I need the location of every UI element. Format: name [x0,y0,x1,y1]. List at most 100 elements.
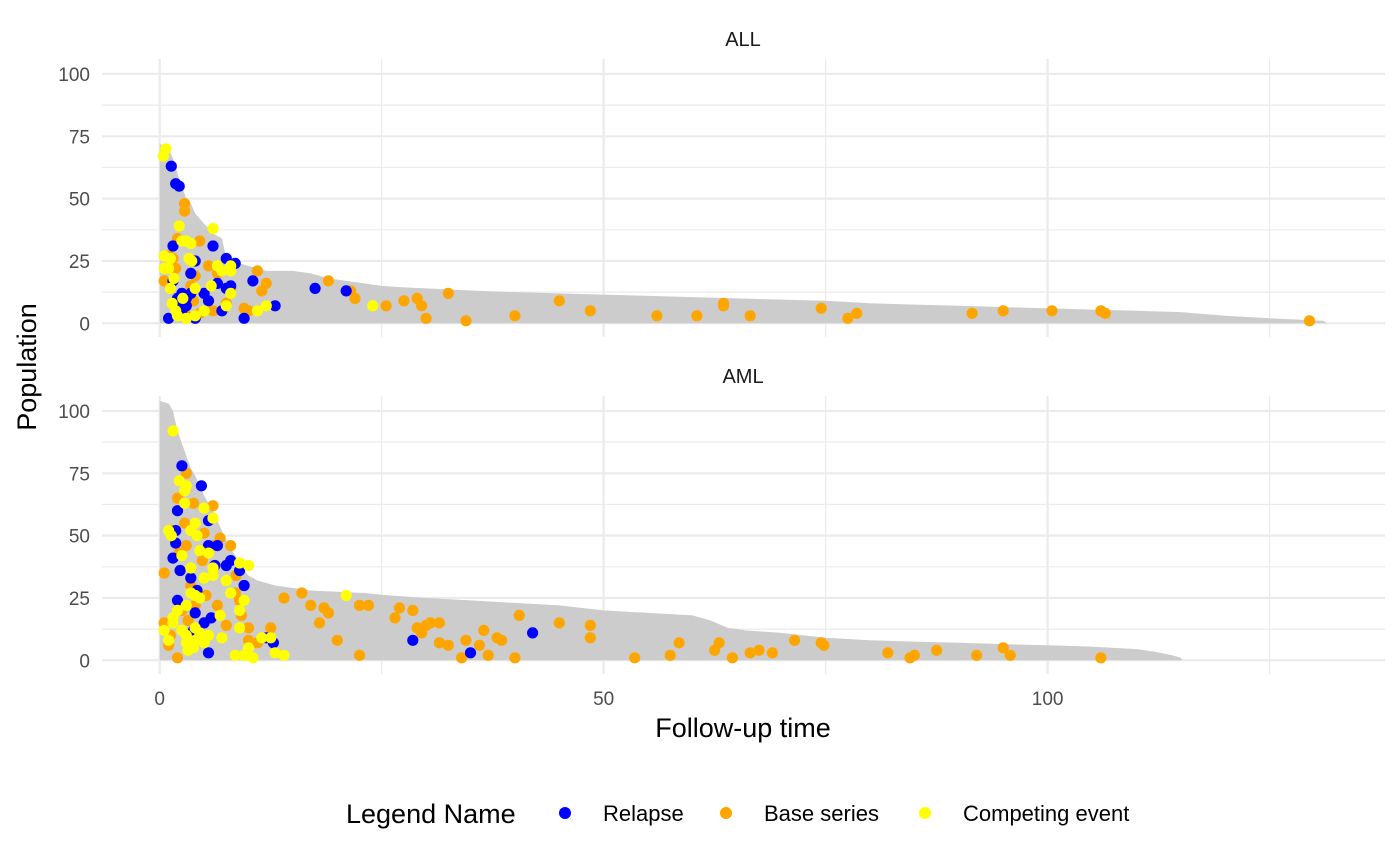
all-point-base-series [398,295,410,307]
aml-point-competing-event [167,425,179,437]
all-point-base-series [717,300,730,312]
aml-point-competing-event [165,530,177,542]
aml-point-base-series [971,649,983,661]
legend: Legend Name Relapse Base series Competin… [346,799,1129,829]
aml-point-competing-event [229,649,241,661]
aml-point-competing-event [247,652,259,664]
aml-point-base-series [629,652,641,664]
all-point-relapse [207,240,219,252]
aml-point-competing-event [278,649,290,661]
all-point-base-series [202,260,215,272]
aml-point-base-series [353,599,366,612]
aml-point-competing-event [265,632,277,644]
all-point-base-series [207,305,219,317]
aml-point-base-series [211,599,223,612]
all-point-base-series [997,305,1009,317]
aml-point-competing-event [179,497,191,509]
all-point-base-series [851,307,863,319]
aml-point-base-series [179,517,191,529]
aml-point-competing-event [225,587,237,599]
all-point-base-series [260,277,272,289]
all-point-base-series [553,295,565,307]
aml-point-base-series [158,567,170,579]
aml-point-competing-event [269,647,281,659]
aml-point-base-series [180,540,192,552]
aml-point-base-series [433,617,445,629]
aml-point-competing-event [207,569,219,582]
all-point-competing-event [160,143,172,155]
all-y-tick-label-25: 25 [69,252,90,273]
aml-point-base-series [744,647,756,659]
all-point-base-series [966,307,978,319]
all-point-base-series [251,265,263,277]
aml-point-competing-event [182,644,194,656]
all-point-competing-event [207,222,219,235]
all-point-relapse [163,312,175,324]
aml-point-competing-event [194,545,206,557]
aml-point-relapse [527,627,539,639]
all-point-relapse [238,312,250,324]
aml-point-base-series [187,497,200,509]
all-point-competing-event [180,312,192,324]
aml-point-base-series [584,619,596,632]
aml-point-base-series [766,647,779,659]
all-point-base-series [322,275,334,287]
all-point-relapse [247,275,259,287]
legend-key-base-series [720,807,732,819]
all-point-relapse [269,300,281,312]
all-y-tick-label-50: 50 [69,190,90,211]
aml-point-competing-event [185,562,197,574]
aml-point-base-series [296,587,308,599]
x-axis-title: Follow-up time [655,713,831,743]
aml-point-base-series [433,637,445,649]
panel-bottom-y-ticks: 0 25 50 75 100 [58,402,90,672]
aml-point-relapse [167,552,179,564]
legend-key-relapse [559,807,571,819]
legend-label-relapse: Relapse [603,801,684,826]
all-point-base-series [416,300,428,312]
aml-point-competing-event [194,627,206,639]
all-point-competing-event [185,237,197,250]
all-y-tick-label-75: 75 [69,127,90,148]
aml-y-tick-label-50: 50 [69,527,90,548]
aml-point-competing-event [220,574,232,587]
aml-point-competing-event [202,629,215,642]
aml-point-base-series [509,652,521,664]
all-point-relapse [340,285,352,297]
all-point-competing-event [186,255,198,267]
all-point-base-series [420,312,432,324]
aml-point-competing-event [180,480,192,492]
aml-point-relapse [189,607,201,619]
all-point-base-series [509,310,521,322]
all-point-competing-event [216,265,228,277]
aml-point-competing-event [214,609,226,622]
aml-point-base-series [713,637,725,649]
aml-point-competing-event [202,547,215,559]
all-point-competing-event [189,310,201,322]
panel-strip-label-all: ALL [725,29,761,51]
aml-point-competing-event [234,604,246,617]
aml-point-base-series [726,652,739,664]
aml-point-competing-event [216,632,228,644]
all-point-base-series [158,275,170,287]
all-point-base-series [842,312,854,324]
aml-point-competing-event [189,517,201,529]
aml-point-competing-event [176,624,188,637]
aml-y-tick-label-75: 75 [69,464,90,485]
aml-point-base-series [322,607,334,619]
aml-point-relapse [185,572,197,584]
all-point-competing-event [198,305,210,317]
aml-point-base-series [553,617,565,629]
aml-point-base-series [1004,649,1016,661]
aml-point-competing-event [191,530,203,542]
all-point-competing-event [251,305,263,317]
panel-bottom-population-area [159,401,1183,661]
aml-point-base-series [818,639,830,651]
aml-point-competing-event [256,632,268,644]
panel-bottom: AML 0 25 50 75 100 [58,366,1385,674]
all-point-base-series [691,310,703,322]
all-point-base-series [460,315,472,327]
aml-point-base-series [931,644,943,656]
all-point-competing-event [260,300,272,312]
aml-point-relapse [225,555,237,567]
